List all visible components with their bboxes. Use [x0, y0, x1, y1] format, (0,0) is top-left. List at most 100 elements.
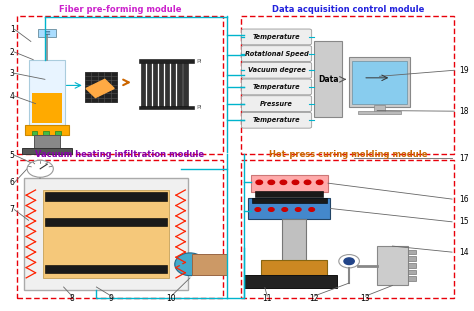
- FancyBboxPatch shape: [408, 250, 416, 254]
- Circle shape: [316, 180, 323, 184]
- Bar: [17, 160, 223, 298]
- FancyBboxPatch shape: [147, 63, 151, 107]
- FancyBboxPatch shape: [408, 270, 416, 274]
- Text: 8: 8: [70, 294, 74, 303]
- Text: 18: 18: [459, 107, 469, 116]
- FancyBboxPatch shape: [139, 59, 194, 63]
- Text: Rotational Speed: Rotational Speed: [245, 50, 309, 57]
- Text: Temperature: Temperature: [253, 34, 301, 40]
- FancyBboxPatch shape: [352, 61, 407, 104]
- FancyBboxPatch shape: [177, 63, 182, 107]
- Bar: [241, 160, 455, 298]
- Text: Data: Data: [318, 75, 338, 84]
- Circle shape: [344, 258, 354, 265]
- FancyBboxPatch shape: [192, 254, 228, 275]
- FancyBboxPatch shape: [159, 63, 164, 107]
- Bar: [241, 16, 455, 154]
- FancyBboxPatch shape: [37, 29, 56, 37]
- FancyBboxPatch shape: [374, 105, 385, 112]
- Text: ≡: ≡: [44, 30, 50, 36]
- Ellipse shape: [175, 253, 205, 276]
- Text: Hot-press curing molding module: Hot-press curing molding module: [269, 150, 428, 159]
- Text: PI: PI: [197, 105, 202, 110]
- Text: 5: 5: [10, 151, 15, 160]
- Text: Temperature: Temperature: [253, 117, 301, 123]
- Text: 13: 13: [361, 294, 370, 303]
- Text: Vacuum degree: Vacuum degree: [247, 67, 306, 73]
- Text: 17: 17: [459, 154, 469, 163]
- Text: Pressure: Pressure: [260, 100, 293, 107]
- Text: 4: 4: [10, 91, 15, 100]
- Text: 11: 11: [263, 294, 272, 303]
- FancyBboxPatch shape: [45, 218, 166, 226]
- FancyBboxPatch shape: [349, 57, 410, 107]
- Text: Data acquisition control module: Data acquisition control module: [272, 5, 424, 14]
- FancyBboxPatch shape: [255, 191, 323, 197]
- FancyBboxPatch shape: [252, 198, 327, 203]
- FancyBboxPatch shape: [24, 178, 188, 290]
- Circle shape: [255, 208, 261, 211]
- Circle shape: [268, 208, 274, 211]
- Circle shape: [304, 180, 311, 184]
- FancyBboxPatch shape: [241, 96, 312, 111]
- FancyBboxPatch shape: [251, 175, 328, 192]
- FancyBboxPatch shape: [165, 63, 169, 107]
- Circle shape: [339, 255, 359, 268]
- FancyBboxPatch shape: [153, 63, 157, 107]
- Circle shape: [292, 180, 299, 184]
- FancyBboxPatch shape: [408, 276, 416, 281]
- FancyBboxPatch shape: [248, 198, 330, 219]
- FancyBboxPatch shape: [32, 132, 37, 135]
- Text: 14: 14: [459, 248, 469, 257]
- FancyBboxPatch shape: [314, 41, 342, 117]
- FancyBboxPatch shape: [139, 106, 194, 109]
- FancyBboxPatch shape: [43, 190, 169, 278]
- Text: 19: 19: [459, 66, 469, 75]
- FancyBboxPatch shape: [34, 135, 60, 149]
- FancyBboxPatch shape: [141, 63, 145, 107]
- FancyBboxPatch shape: [25, 125, 69, 135]
- Text: 1: 1: [10, 25, 15, 34]
- Text: 16: 16: [459, 195, 469, 204]
- FancyBboxPatch shape: [44, 132, 49, 135]
- FancyBboxPatch shape: [171, 63, 175, 107]
- Text: 3: 3: [10, 69, 15, 78]
- Text: 2: 2: [10, 48, 15, 57]
- Bar: [17, 16, 223, 154]
- FancyBboxPatch shape: [408, 256, 416, 261]
- Text: 12: 12: [309, 294, 319, 303]
- FancyBboxPatch shape: [55, 132, 61, 135]
- Text: Fiber pre-forming module: Fiber pre-forming module: [58, 5, 181, 14]
- FancyBboxPatch shape: [241, 29, 312, 45]
- FancyBboxPatch shape: [85, 72, 118, 102]
- FancyBboxPatch shape: [358, 111, 401, 114]
- FancyBboxPatch shape: [408, 263, 416, 267]
- FancyBboxPatch shape: [241, 112, 312, 128]
- Text: PI: PI: [197, 59, 202, 64]
- FancyBboxPatch shape: [183, 63, 188, 107]
- Text: 7: 7: [10, 205, 15, 214]
- Text: 15: 15: [459, 217, 469, 226]
- Text: 6: 6: [10, 178, 15, 187]
- FancyBboxPatch shape: [282, 219, 306, 261]
- Circle shape: [268, 180, 274, 184]
- FancyBboxPatch shape: [377, 246, 408, 285]
- Text: 9: 9: [109, 294, 114, 303]
- FancyBboxPatch shape: [244, 275, 337, 288]
- FancyBboxPatch shape: [45, 192, 166, 201]
- Circle shape: [27, 160, 53, 177]
- FancyBboxPatch shape: [32, 93, 62, 123]
- Polygon shape: [86, 79, 114, 98]
- FancyBboxPatch shape: [241, 63, 312, 78]
- Text: Temperature: Temperature: [253, 84, 301, 90]
- FancyBboxPatch shape: [29, 60, 64, 126]
- Circle shape: [295, 208, 301, 211]
- Circle shape: [256, 180, 263, 184]
- Text: 10: 10: [166, 294, 176, 303]
- Circle shape: [309, 208, 314, 211]
- FancyBboxPatch shape: [22, 147, 72, 154]
- Circle shape: [282, 208, 288, 211]
- FancyBboxPatch shape: [45, 265, 166, 273]
- Circle shape: [280, 180, 287, 184]
- FancyBboxPatch shape: [241, 46, 312, 62]
